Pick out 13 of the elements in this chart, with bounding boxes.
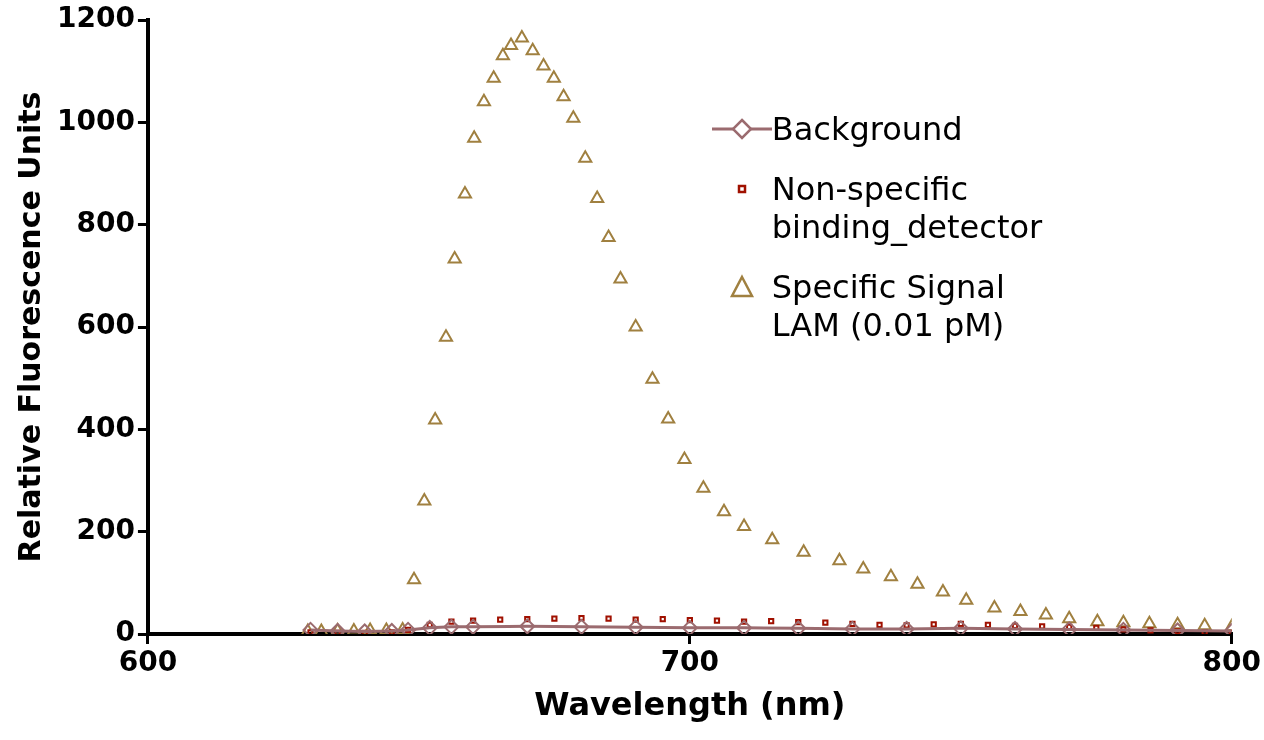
- y-tick-label: 200: [76, 512, 135, 546]
- y-tick-label: 1200: [56, 1, 135, 35]
- legend-label: Non-specific binding_detector: [771, 170, 1044, 246]
- y-tick-label: 1000: [56, 103, 135, 137]
- legend-label: Background: [771, 110, 964, 148]
- y-tick-label: 600: [76, 308, 135, 342]
- y-tick-label: 800: [76, 205, 135, 239]
- y-tick-label: 400: [76, 410, 135, 444]
- x-tick-label: 700: [660, 645, 720, 679]
- y-axis-title: Relative Fluorescence Units: [11, 91, 47, 563]
- x-axis-title: Wavelength (nm): [534, 685, 846, 724]
- legend-label: Specific Signal LAM (0.01 pM): [771, 268, 1006, 344]
- x-tick-label: 800: [1202, 645, 1261, 679]
